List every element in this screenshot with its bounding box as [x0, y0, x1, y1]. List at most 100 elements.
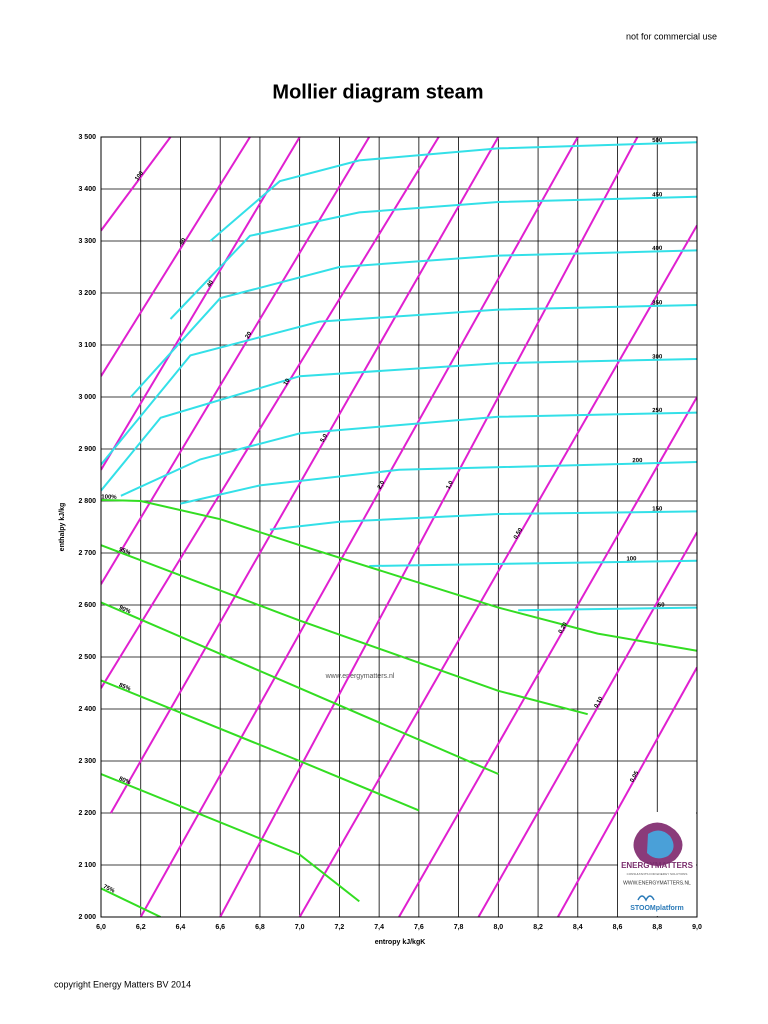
logo-mark	[647, 830, 674, 859]
curve	[101, 137, 440, 689]
plot-frame	[100, 136, 698, 918]
x-tick-label: 7,4	[374, 924, 384, 931]
y-tick-label: 2 500	[78, 654, 96, 661]
curve-label: 95%	[118, 547, 132, 557]
y-tick-label: 2 700	[78, 550, 96, 557]
curve-label: 200	[632, 458, 643, 464]
logo: ENERGYMATTERS CONSULTANTS FOR ENERGY SOL…	[618, 812, 696, 916]
x-tick-label: 8,4	[573, 924, 583, 931]
curve-label: 400	[652, 246, 663, 252]
curve	[139, 137, 579, 917]
curve	[169, 195, 697, 320]
x-tick-label: 7,2	[335, 924, 345, 931]
x-tick-label: 8,0	[493, 924, 503, 931]
curve	[130, 249, 697, 398]
x-tick-label: 7,6	[414, 924, 424, 931]
y-tick-label: 2 100	[78, 862, 96, 869]
y-tick-label: 3 300	[78, 238, 96, 245]
y-tick-label: 3 200	[78, 290, 96, 297]
curve-label: 2,0	[377, 480, 387, 491]
y-tick-label: 3 100	[78, 342, 96, 349]
curve	[209, 141, 697, 242]
x-tick-label: 6,2	[136, 924, 146, 931]
curve	[180, 461, 697, 505]
chart-title: Mollier diagram steam	[272, 81, 483, 103]
curve-label: 5,0	[320, 433, 330, 444]
curve	[557, 666, 697, 917]
curve	[298, 224, 697, 917]
curve-label: 0,50	[513, 527, 524, 541]
curve-label: 450	[652, 192, 663, 198]
grid: 6,0 6,2 6,4 6,6 6,8 7,0 7,2 7,4 7,6 7,8 8,0 8,2 8,4 8…	[78, 134, 702, 931]
curve	[101, 137, 172, 232]
curve-label: 75%	[102, 884, 116, 895]
curve	[518, 606, 697, 612]
logo-icon	[637, 895, 655, 902]
logo-brand: ENERGYMATTERS	[621, 861, 694, 870]
watermark: www.energymatters.nl	[325, 673, 395, 680]
curve	[369, 559, 697, 567]
y-tick-label: 3 400	[78, 186, 96, 193]
curve	[101, 773, 360, 903]
x-tick-label: 7,0	[295, 924, 305, 931]
logo-tagline: CONSULTANTS FOR ENERGY SOLUTIONS	[627, 872, 688, 876]
y-tick-label: 2 400	[78, 706, 96, 713]
y-axis-label: enthalpy kJ/kg	[59, 503, 66, 552]
logo-partner: STOOMplatform	[630, 905, 684, 912]
curve-label: 0,20	[558, 621, 569, 635]
curve	[110, 137, 500, 814]
curve	[101, 887, 162, 917]
curve-label: 10	[283, 377, 292, 386]
curve	[101, 304, 697, 466]
curve	[101, 137, 251, 377]
curve-label: 100	[134, 170, 145, 182]
y-tick-label: 3 500	[78, 134, 96, 141]
curve-label: 300	[652, 354, 663, 360]
curve	[101, 601, 499, 775]
curve	[101, 358, 697, 492]
x-tick-label: 8,8	[652, 924, 662, 931]
curve	[101, 544, 588, 716]
y-tick-label: 3 000	[78, 394, 96, 401]
x-tick-label: 6,4	[176, 924, 186, 931]
curves	[101, 137, 697, 917]
curve-label: 100%	[101, 494, 117, 500]
curve	[269, 510, 697, 531]
curve-label: 0,05	[629, 770, 640, 784]
x-tick-label: 8,2	[533, 924, 543, 931]
curve	[398, 396, 697, 917]
x-tick-label: 6,0	[96, 924, 106, 931]
curve	[477, 531, 697, 917]
x-tick-label: 9,0	[692, 924, 702, 931]
curve	[101, 499, 697, 652]
y-tick-label: 2 900	[78, 446, 96, 453]
y-tick-label: 2 000	[78, 914, 96, 921]
y-tick-label: 2 600	[78, 602, 96, 609]
curve-label: 1,0	[446, 480, 456, 491]
curve-label: 90%	[118, 605, 132, 616]
x-tick-label: 6,6	[215, 924, 225, 931]
footer: copyright Energy Matters BV 2014	[54, 979, 191, 989]
curve-label: 350	[652, 300, 663, 306]
curve-label: 40	[206, 279, 215, 288]
curve-label: 100	[626, 556, 637, 562]
curve	[120, 411, 697, 497]
curve-label: 150	[652, 506, 663, 512]
x-tick-label: 7,8	[454, 924, 464, 931]
curve-label: 50	[658, 603, 665, 609]
logo-url: WWW.ENERGYMATTERS.NL	[623, 880, 691, 886]
curve-label: 500	[652, 138, 663, 144]
x-tick-label: 6,8	[255, 924, 265, 931]
curve-label: 80%	[118, 776, 132, 786]
y-tick-label: 2 300	[78, 758, 96, 765]
x-axis-label: entropy kJ/kgK	[375, 939, 426, 946]
curve	[101, 137, 371, 585]
curve-label: 60	[179, 237, 188, 246]
curve-label: 0,10	[594, 696, 605, 710]
curve-label: 20	[245, 331, 254, 340]
y-tick-label: 2 800	[78, 498, 96, 505]
header-note: not for commercial use	[626, 31, 717, 41]
x-tick-label: 8,6	[613, 924, 623, 931]
curve	[101, 679, 420, 812]
